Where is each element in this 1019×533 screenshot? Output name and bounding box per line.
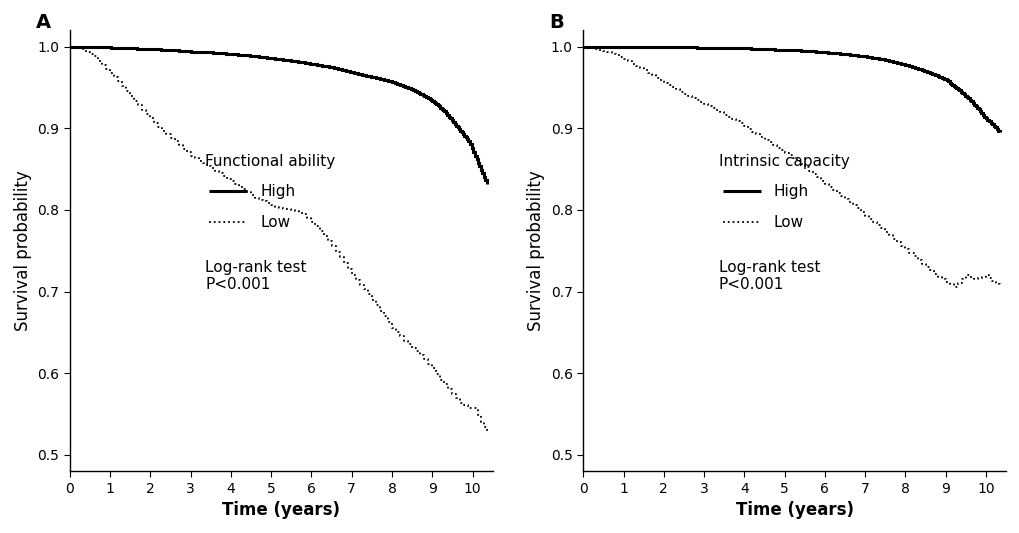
Text: High: High <box>260 184 294 199</box>
Y-axis label: Survival probability: Survival probability <box>527 171 545 331</box>
Text: Functional ability: Functional ability <box>205 154 335 169</box>
Text: Log-rank test
P<0.001: Log-rank test P<0.001 <box>718 260 819 292</box>
X-axis label: Time (years): Time (years) <box>735 501 853 519</box>
Y-axis label: Survival probability: Survival probability <box>14 171 32 331</box>
Text: Low: Low <box>772 215 803 230</box>
Text: Log-rank test
P<0.001: Log-rank test P<0.001 <box>205 260 307 292</box>
X-axis label: Time (years): Time (years) <box>222 501 340 519</box>
Text: Intrinsic capacity: Intrinsic capacity <box>718 154 849 169</box>
Text: B: B <box>549 13 564 31</box>
Text: Low: Low <box>260 215 290 230</box>
Text: A: A <box>36 13 51 31</box>
Text: High: High <box>772 184 808 199</box>
